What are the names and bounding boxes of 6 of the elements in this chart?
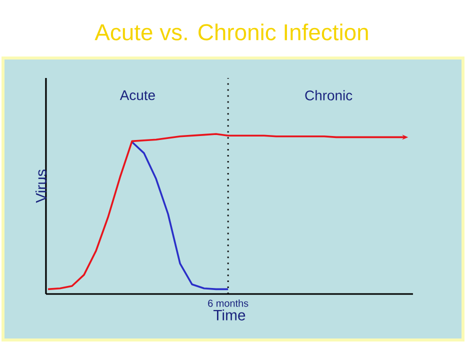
text: Acute [120, 90, 155, 100]
text: 6 months [208, 300, 248, 307]
x-axis-title: Time [213, 309, 246, 320]
y-axis-title: Virus [35, 170, 46, 203]
text: Chronic [305, 90, 352, 100]
chart-title: Acute vs. Chronic Infection [94, 24, 368, 40]
